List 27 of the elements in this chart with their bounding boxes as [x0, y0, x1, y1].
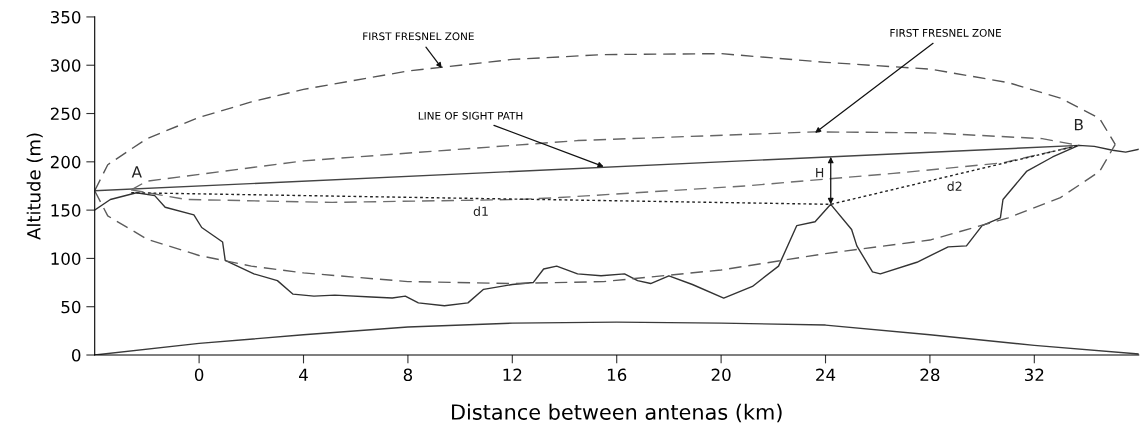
- y-tick-label: 0: [72, 348, 81, 362]
- y-tick-label: 50: [61, 300, 81, 314]
- y-tick-label: 250: [50, 107, 81, 121]
- annotation: d2: [947, 181, 962, 191]
- annotation: FIRST FRESNEL ZONE: [363, 32, 474, 41]
- x-tick-label: 24: [816, 368, 836, 381]
- x-tick-label: 12: [503, 368, 522, 381]
- annotation: A: [131, 166, 142, 178]
- x-tick-label: 0: [194, 368, 204, 382]
- x-tick-label: 32: [1024, 368, 1044, 382]
- annotation: d1: [473, 206, 488, 217]
- annotation: H: [816, 168, 824, 178]
- y-tick-label: 350: [50, 10, 81, 24]
- annotation: B: [1074, 119, 1083, 131]
- annotation: FIRST FRESNEL ZONE: [890, 28, 1002, 37]
- x-tick-label: 20: [711, 368, 731, 382]
- y-tick-label: 150: [51, 204, 81, 217]
- x-tick-label: 16: [607, 368, 627, 382]
- x-tick-label: 4: [299, 368, 308, 381]
- x-axis-title: Distance between antenas (km): [452, 403, 782, 423]
- x-tick-label: 28: [920, 368, 940, 382]
- y-tick-label: 100: [51, 252, 81, 265]
- x-tick-label: 8: [403, 368, 413, 382]
- y-tick-label: 300: [50, 59, 81, 72]
- y-axis-title: Altitude (m): [26, 133, 43, 240]
- annotation: LINE OF SIGHT PATH: [418, 111, 523, 120]
- y-tick-label: 200: [50, 155, 81, 169]
